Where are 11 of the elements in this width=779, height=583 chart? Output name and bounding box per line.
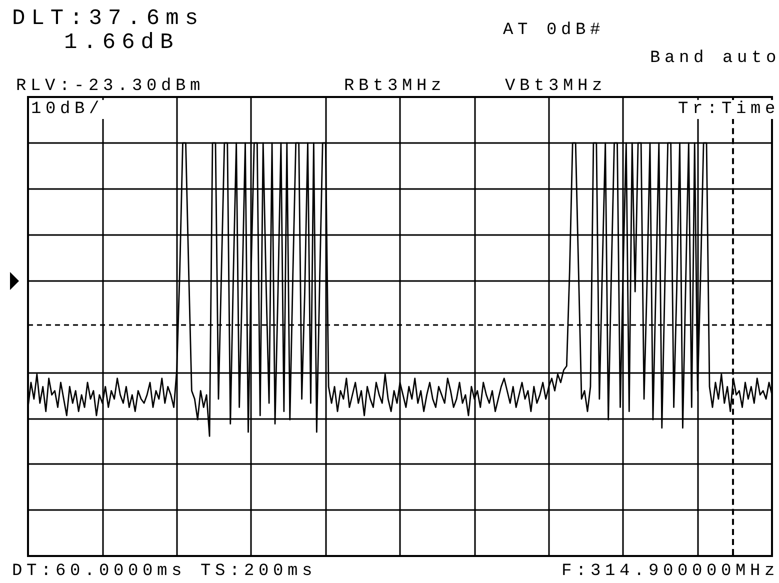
text: RLV:-23.30dBm (16, 77, 205, 96)
text: DLT:37.6ms (12, 6, 204, 31)
text: Tr:Time (678, 100, 779, 119)
text: AT 0dB# (503, 21, 605, 40)
text: F:314.900000MHz (561, 562, 779, 581)
text: 10dB/ (31, 100, 104, 119)
text: RBt3MHz (344, 77, 446, 96)
text: Band auto (650, 49, 779, 68)
text: DT:60.0000ms TS:200ms (12, 562, 317, 581)
text: VBt3MHz (505, 77, 607, 96)
text: 1.66dB (64, 30, 180, 55)
